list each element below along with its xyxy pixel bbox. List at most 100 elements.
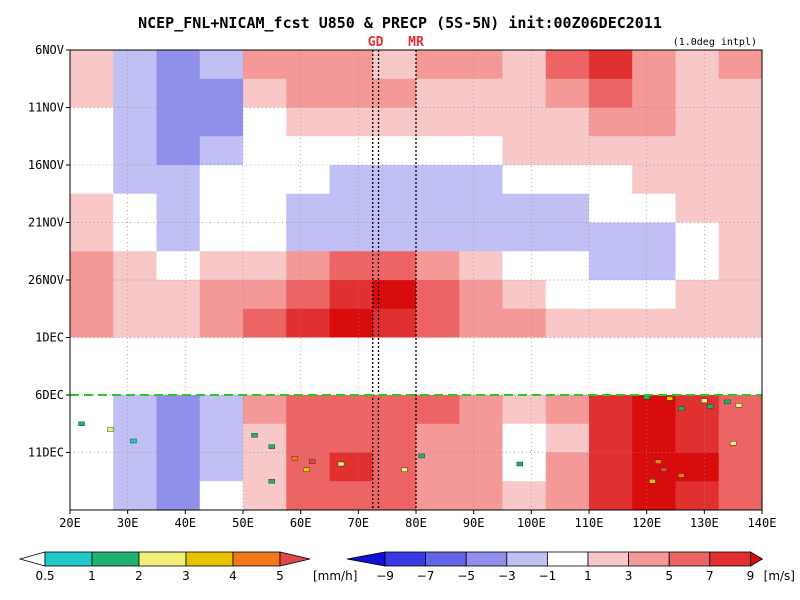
precip-cell [678, 473, 685, 478]
precip-colorbar-label: 4 [229, 569, 237, 583]
u850-cell [589, 481, 633, 510]
u850-cell [199, 222, 244, 252]
u850-cell [286, 308, 330, 338]
u850-cell [675, 280, 720, 310]
u850-cell [459, 308, 503, 338]
u850-cell [286, 78, 330, 108]
u850-cell [199, 193, 244, 223]
u850-cell [156, 165, 201, 195]
x-tick-label: 90E [463, 516, 485, 530]
u850-cell [502, 222, 547, 252]
u850-cell [70, 107, 114, 137]
u850-cell [243, 193, 287, 223]
u850-cell [286, 251, 330, 281]
u850-cell [632, 107, 676, 137]
u850-colorbar-label: −1 [539, 569, 557, 583]
u850-cell [372, 280, 417, 310]
u850-cell [459, 193, 503, 223]
u850-cell [502, 193, 547, 223]
u850-cell [502, 78, 547, 108]
u850-cell [675, 165, 720, 195]
u850-cell [199, 423, 244, 453]
precip-cell [78, 421, 85, 426]
u850-shading-layer [70, 50, 762, 510]
u850-cell [113, 107, 157, 137]
u850-cell [156, 107, 201, 137]
u850-cell [70, 280, 114, 310]
u850-cell [113, 50, 157, 80]
u850-colorbar-segment [384, 551, 426, 567]
u850-cell [502, 481, 547, 510]
u850-cell [372, 251, 417, 281]
precip-colorbar: 0.5 1 2 3 4 5 [mm/h] [18, 551, 357, 583]
u850-cell [199, 107, 244, 137]
precip-colorbar-segment [91, 551, 140, 567]
u850-colorbar: −9 −7 −5 −3 −1 1 3 5 7 9 [m/s] [346, 551, 795, 583]
u850-cell [243, 395, 287, 425]
u850-cell [416, 280, 460, 310]
u850-cell [589, 136, 633, 166]
u850-cell [632, 165, 676, 195]
y-tick-label: 16NOV [28, 158, 64, 172]
u850-cell [589, 280, 633, 310]
precip-colorbar-segment [185, 551, 234, 567]
u850-cell [113, 423, 157, 453]
u850-cell [329, 222, 374, 252]
u850-cell [243, 481, 287, 510]
x-tick-label: 140E [748, 516, 777, 530]
u850-cell [675, 481, 720, 510]
u850-cell [589, 222, 633, 252]
y-tick-label: 11NOV [28, 101, 64, 115]
u850-colorbar-segment [465, 551, 508, 567]
u850-cell [156, 308, 201, 338]
u850-cell [502, 395, 547, 425]
u850-cell [416, 423, 460, 453]
u850-cell [632, 78, 676, 108]
u850-cell [545, 452, 590, 482]
u850-cell [459, 423, 503, 453]
u850-cell [199, 481, 244, 510]
u850-cell [545, 481, 590, 510]
precip-colorbar-label: 2 [135, 569, 143, 583]
precip-colorbar-label: 5 [276, 569, 284, 583]
u850-cell [243, 308, 287, 338]
u850-cell [416, 107, 460, 137]
u850-cell [545, 107, 590, 137]
u850-cell [589, 251, 633, 281]
precip-cell [268, 479, 276, 484]
u850-cell [718, 423, 762, 453]
u850-cell [459, 481, 503, 510]
u850-cell [589, 193, 633, 223]
u850-cell [329, 423, 374, 453]
u850-cell [675, 251, 720, 281]
u850-cell [286, 222, 330, 252]
u850-cell [718, 165, 762, 195]
y-tick-label: 11DEC [28, 446, 64, 460]
u850-cell [329, 481, 374, 510]
u850-cell [243, 78, 287, 108]
precip-colorbar-label: 3 [182, 569, 190, 583]
x-tick-label: 30E [117, 516, 139, 530]
precip-colorbar-label: 1 [88, 569, 96, 583]
u850-cell [113, 165, 157, 195]
u850-cell [718, 251, 762, 281]
u850-cell [113, 280, 157, 310]
u850-cell [70, 395, 114, 425]
u850-cell [372, 107, 417, 137]
u850-cell [113, 481, 157, 510]
precip-colorbar-segment [44, 551, 93, 567]
u850-cell [70, 251, 114, 281]
u850-cell [502, 280, 547, 310]
x-tick-label: 120E [632, 516, 661, 530]
y-axis-ticks: 6NOV 11NOV 16NOV 21NOV 26NOV 1DEC 6DEC 11DEC [28, 43, 70, 460]
precip-cell [418, 453, 425, 459]
u850-cell [416, 165, 460, 195]
u850-cell [156, 280, 201, 310]
u850-cell [286, 165, 330, 195]
u850-cell [113, 193, 157, 223]
precip-cell [678, 406, 685, 411]
u850-colorbar-segment [668, 551, 711, 567]
precip-cell [303, 467, 310, 472]
u850-cell [589, 107, 633, 137]
